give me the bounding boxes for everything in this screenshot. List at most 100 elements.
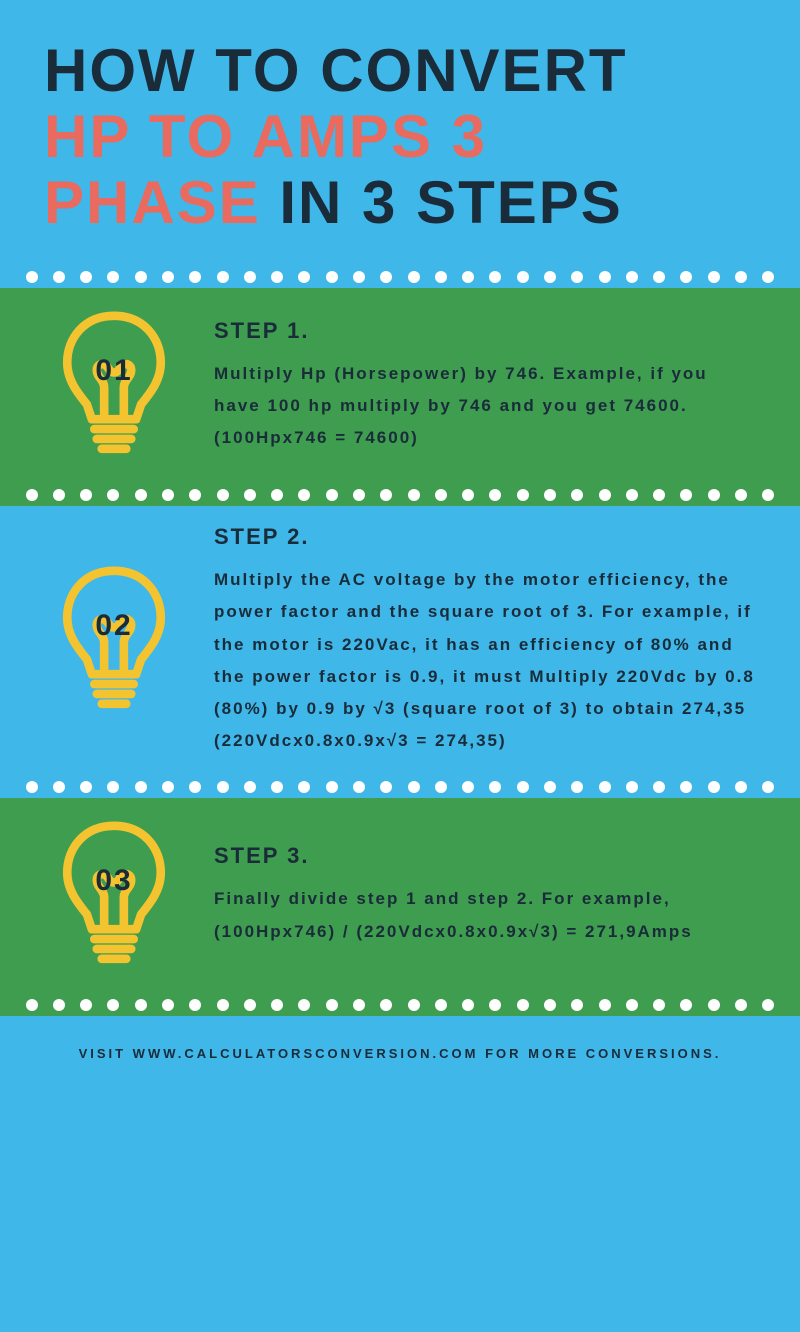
- dot: [271, 489, 283, 501]
- dot: [162, 271, 174, 283]
- dot: [162, 489, 174, 501]
- dot: [380, 271, 392, 283]
- dot: [26, 781, 38, 793]
- dot: [680, 271, 692, 283]
- step-block: 02 STEP 2. Multiply the AC voltage by th…: [0, 506, 800, 776]
- footer-text: VISIT WWW.CALCULATORSCONVERSION.COM FOR …: [0, 1016, 800, 1091]
- step-icon-wrap: 01: [34, 306, 194, 466]
- step-title: STEP 1.: [214, 318, 756, 344]
- divider-dots: [0, 994, 800, 1016]
- dot: [653, 999, 665, 1011]
- header: HOW TO CONVERT HP TO AMPS 3 PHASE IN 3 S…: [0, 0, 800, 266]
- step-body: Finally divide step 1 and step 2. For ex…: [214, 883, 756, 948]
- dot: [626, 781, 638, 793]
- step-content: STEP 3. Finally divide step 1 and step 2…: [194, 843, 756, 948]
- dot: [489, 489, 501, 501]
- title-part-1: HOW TO CONVERT: [44, 37, 628, 104]
- dot: [189, 271, 201, 283]
- dot: [80, 999, 92, 1011]
- dot: [708, 781, 720, 793]
- dot: [298, 489, 310, 501]
- dot: [53, 489, 65, 501]
- dot: [653, 489, 665, 501]
- step-number: 03: [95, 864, 132, 898]
- step-body: Multiply the AC voltage by the motor eff…: [214, 564, 756, 758]
- dot: [517, 999, 529, 1011]
- dot: [489, 781, 501, 793]
- dot: [544, 999, 556, 1011]
- dot: [189, 489, 201, 501]
- dot: [26, 999, 38, 1011]
- page-title: HOW TO CONVERT HP TO AMPS 3 PHASE IN 3 S…: [44, 38, 756, 236]
- dot: [626, 489, 638, 501]
- dot: [217, 489, 229, 501]
- dot: [489, 999, 501, 1011]
- dot: [271, 271, 283, 283]
- dot: [489, 271, 501, 283]
- dot: [462, 781, 474, 793]
- step-number: 02: [95, 609, 132, 643]
- dot: [462, 271, 474, 283]
- dot: [135, 271, 147, 283]
- dot: [298, 781, 310, 793]
- dot: [244, 489, 256, 501]
- dot: [517, 271, 529, 283]
- dot: [189, 999, 201, 1011]
- step-block: 01 STEP 1. Multiply Hp (Horsepower) by 7…: [0, 288, 800, 484]
- dot: [80, 489, 92, 501]
- title-part-2: IN 3 STEPS: [261, 169, 623, 236]
- dot: [708, 999, 720, 1011]
- title-accent-2: PHASE: [44, 169, 261, 236]
- dot: [162, 781, 174, 793]
- dot: [408, 999, 420, 1011]
- dot: [680, 489, 692, 501]
- step-title: STEP 2.: [214, 524, 756, 550]
- dot: [408, 271, 420, 283]
- dot: [571, 781, 583, 793]
- divider-dots: [0, 266, 800, 288]
- dot: [353, 781, 365, 793]
- step-number: 01: [95, 354, 132, 388]
- dot: [53, 271, 65, 283]
- dot: [135, 781, 147, 793]
- step-body: Multiply Hp (Horsepower) by 746. Example…: [214, 358, 756, 455]
- dot: [762, 271, 774, 283]
- dot: [107, 999, 119, 1011]
- dot: [26, 271, 38, 283]
- dot: [271, 999, 283, 1011]
- dot: [298, 999, 310, 1011]
- dot: [353, 999, 365, 1011]
- dot: [271, 781, 283, 793]
- dot: [708, 271, 720, 283]
- dot: [762, 781, 774, 793]
- dot: [353, 489, 365, 501]
- dot: [135, 489, 147, 501]
- dot: [735, 489, 747, 501]
- dot: [107, 781, 119, 793]
- dot: [571, 489, 583, 501]
- title-accent-1: HP TO AMPS 3: [44, 103, 487, 170]
- dot: [680, 781, 692, 793]
- dot: [53, 781, 65, 793]
- dot: [80, 781, 92, 793]
- dot: [517, 781, 529, 793]
- dot: [599, 999, 611, 1011]
- divider-dots: [0, 484, 800, 506]
- dot: [571, 271, 583, 283]
- dot: [680, 999, 692, 1011]
- dot: [626, 999, 638, 1011]
- dot: [135, 999, 147, 1011]
- dot: [435, 999, 447, 1011]
- step-content: STEP 1. Multiply Hp (Horsepower) by 746.…: [194, 318, 756, 455]
- dot: [107, 489, 119, 501]
- dot: [217, 271, 229, 283]
- step-content: STEP 2. Multiply the AC voltage by the m…: [194, 524, 756, 758]
- dot: [162, 999, 174, 1011]
- dot: [571, 999, 583, 1011]
- step-icon-wrap: 03: [34, 816, 194, 976]
- dot: [244, 999, 256, 1011]
- dot: [326, 489, 338, 501]
- dot: [735, 271, 747, 283]
- dot: [244, 271, 256, 283]
- dot: [599, 489, 611, 501]
